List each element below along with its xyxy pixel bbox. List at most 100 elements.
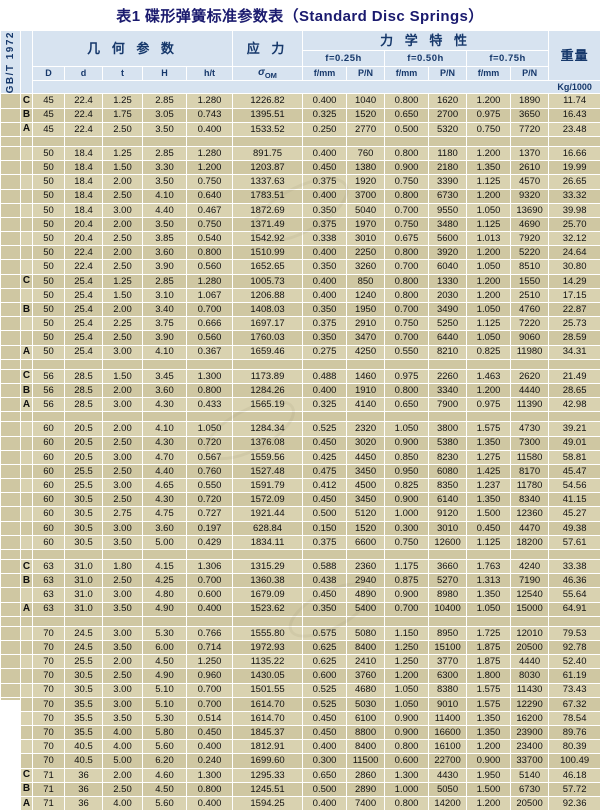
- cell-p1: 1240: [347, 288, 385, 302]
- cell-sigma: 1542.92: [233, 232, 303, 246]
- cell-D: 70: [33, 754, 65, 768]
- cell-p3: 6730: [511, 782, 549, 796]
- cell-t: 2.00: [103, 175, 143, 189]
- group-separator-cell: [103, 136, 143, 146]
- cell-p1: 8800: [347, 726, 385, 740]
- cell-kg: 32.12: [549, 232, 600, 246]
- cell-sigma: 1834.11: [233, 535, 303, 549]
- cell-p3: 7220: [511, 317, 549, 331]
- cell-p3: 7300: [511, 436, 549, 450]
- cell-H: 4.60: [143, 768, 187, 782]
- cell-f2: 0.950: [385, 464, 429, 478]
- group-separator-cell: [385, 359, 429, 369]
- cell-ht: 0.960: [187, 669, 233, 683]
- cell-p1: 4680: [347, 683, 385, 697]
- cell-f2: 1.000: [385, 507, 429, 521]
- row-standard-spacer: [1, 383, 21, 397]
- cell-f1: 0.400: [303, 740, 347, 754]
- cell-t: 2.50: [103, 493, 143, 507]
- cell-class: A: [21, 602, 33, 616]
- cell-ht: 0.750: [187, 175, 233, 189]
- cell-f2: 0.675: [385, 232, 429, 246]
- col-header-weight-unit: Kg/1000: [549, 81, 600, 94]
- cell-d: 30.5: [65, 507, 103, 521]
- cell-sigma: 1135.22: [233, 655, 303, 669]
- cell-p1: 1970: [347, 217, 385, 231]
- cell-p2: 3480: [429, 217, 467, 231]
- group-separator-cell: [347, 616, 385, 626]
- cell-sigma: 1527.48: [233, 464, 303, 478]
- group-separator-cell: [385, 136, 429, 146]
- cell-t: 1.75: [103, 108, 143, 122]
- cell-p2: 6080: [429, 464, 467, 478]
- group-separator-cell: [303, 359, 347, 369]
- cell-f2: 0.900: [385, 161, 429, 175]
- group-separator-cell: [1, 136, 21, 146]
- cell-d: 36: [65, 782, 103, 796]
- cell-t: 2.50: [103, 782, 143, 796]
- cell-class: [21, 217, 33, 231]
- cell-f3: 1.350: [467, 161, 511, 175]
- cell-p2: 2030: [429, 288, 467, 302]
- cell-p2: 3390: [429, 175, 467, 189]
- cell-sigma: 1697.17: [233, 317, 303, 331]
- cell-kg: 33.38: [549, 560, 600, 574]
- cell-f3: 0.975: [467, 398, 511, 412]
- cell-ht: 1.300: [187, 768, 233, 782]
- cell-f1: 0.450: [303, 588, 347, 602]
- cell-p1: 760: [347, 146, 385, 160]
- cell-f3: 0.975: [467, 108, 511, 122]
- cell-f1: 0.325: [303, 108, 347, 122]
- cell-class: [21, 726, 33, 740]
- cell-class: [21, 697, 33, 711]
- cell-p3: 1370: [511, 146, 549, 160]
- cell-t: 1.25: [103, 94, 143, 108]
- cell-H: 6.20: [143, 754, 187, 768]
- cell-f3: 1.500: [467, 782, 511, 796]
- cell-D: 50: [33, 217, 65, 231]
- group-separator-cell: [549, 550, 600, 560]
- cell-kg: 28.65: [549, 383, 600, 397]
- cell-H: 4.75: [143, 507, 187, 521]
- cell-f1: 0.350: [303, 602, 347, 616]
- cell-H: 5.60: [143, 797, 187, 811]
- cell-H: 2.85: [143, 274, 187, 288]
- cell-class: [21, 146, 33, 160]
- cell-p2: 2180: [429, 161, 467, 175]
- group-separator-cell: [549, 359, 600, 369]
- cell-kg: 78.54: [549, 711, 600, 725]
- cell-kg: 14.29: [549, 274, 600, 288]
- cell-kg: 26.65: [549, 175, 600, 189]
- cell-H: 3.50: [143, 217, 187, 231]
- cell-p3: 7190: [511, 574, 549, 588]
- cell-p1: 5040: [347, 203, 385, 217]
- cell-p3: 13690: [511, 203, 549, 217]
- group-separator-cell: [187, 359, 233, 369]
- cell-p3: 4690: [511, 217, 549, 231]
- cell-sigma: 1501.55: [233, 683, 303, 697]
- cell-p3: 11430: [511, 683, 549, 697]
- cell-t: 3.00: [103, 588, 143, 602]
- cell-f3: 1.763: [467, 560, 511, 574]
- cell-p2: 3920: [429, 246, 467, 260]
- cell-H: 4.40: [143, 464, 187, 478]
- cell-D: 45: [33, 122, 65, 136]
- table-header: GB/T 1972 几 何 参 数 应 力 力 学 特 性 重量 f=0.25h…: [1, 31, 600, 94]
- group-separator-cell: [429, 616, 467, 626]
- cell-f3: 1.050: [467, 331, 511, 345]
- cell-sigma: 1315.29: [233, 560, 303, 574]
- row-standard-spacer: [1, 740, 21, 754]
- cell-H: 4.50: [143, 655, 187, 669]
- cell-t: 2.00: [103, 422, 143, 436]
- cell-f2: 0.800: [385, 189, 429, 203]
- page-root: 表1 碟形弹簧标准参数表（Standard Disc Springs） GB/T…: [0, 0, 600, 700]
